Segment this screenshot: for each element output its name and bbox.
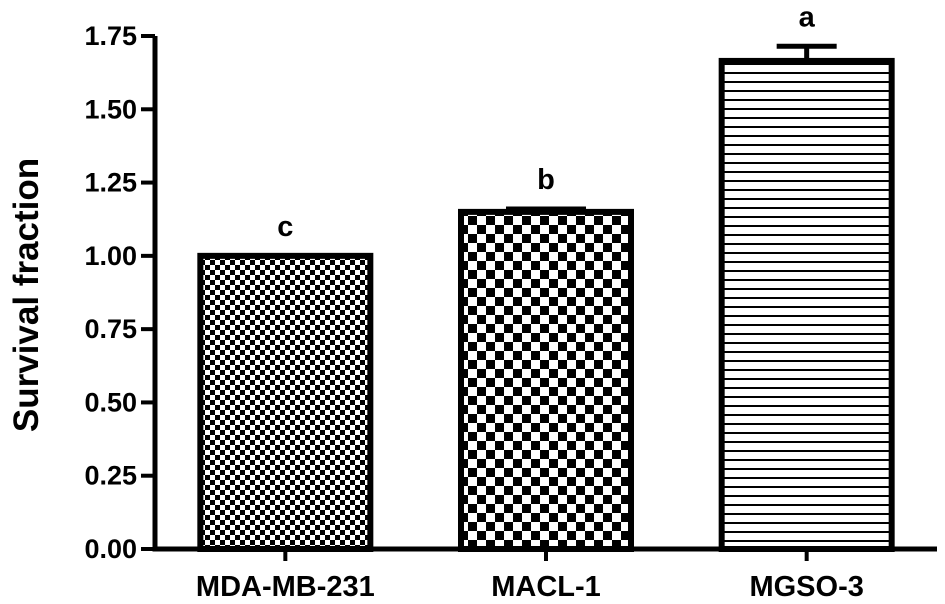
y-axis-ticks: 0.00 0.25 0.50 0.75 1.00 1.25 1.50 1.75 <box>84 21 155 564</box>
significance-label: c <box>277 211 293 243</box>
y-axis-title: Survival fraction <box>7 158 46 432</box>
bar-mda-mb-231 <box>197 252 374 552</box>
y-tick-label: 1.50 <box>84 94 137 124</box>
x-tick-label: MACL-1 <box>491 571 601 603</box>
y-tick-label: 1.75 <box>84 21 137 51</box>
x-tick-label: MDA-MB-231 <box>196 571 375 603</box>
bar-macl-1 <box>458 208 634 552</box>
x-tick-label: MGSO-3 <box>749 571 863 603</box>
y-tick-label: 0.00 <box>84 534 137 564</box>
y-tick-label: 0.75 <box>84 314 137 344</box>
significance-label: a <box>799 1 816 33</box>
y-tick-label: 0.50 <box>84 387 137 417</box>
bar-mgso-3 <box>718 57 895 552</box>
y-tick-label: 1.25 <box>84 168 137 198</box>
significance-label: b <box>537 164 555 196</box>
y-tick-label: 0.25 <box>84 461 137 491</box>
bars-group: c b a <box>197 1 895 552</box>
x-axis-labels: MDA-MB-231 MACL-1 MGSO-3 <box>196 549 864 603</box>
y-tick-label: 1.00 <box>84 241 137 271</box>
